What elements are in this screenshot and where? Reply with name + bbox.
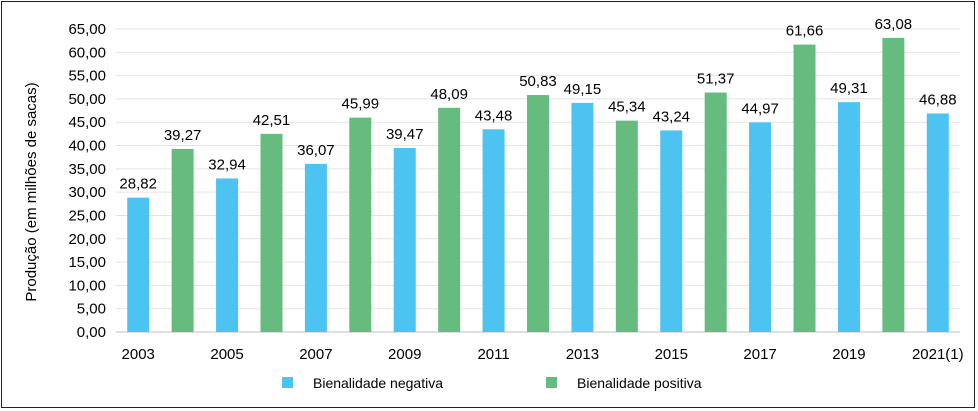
y-tick-label: 65,00	[68, 21, 106, 38]
y-tick-label: 10,00	[68, 277, 106, 294]
data-label: 51,37	[697, 71, 735, 88]
data-label: 46,88	[919, 91, 957, 108]
y-tick-label: 5,00	[77, 301, 106, 318]
bar-2019	[837, 102, 860, 332]
y-tick-label: 30,00	[68, 184, 106, 201]
bar-2016	[704, 92, 727, 332]
bar-2009	[393, 148, 416, 332]
data-label: 42,51	[253, 112, 291, 129]
bar-2017	[749, 122, 772, 333]
x-tick-label: 2005	[210, 346, 243, 363]
y-tick-label: 35,00	[68, 161, 106, 178]
bar-2004	[171, 148, 194, 332]
legend-swatch-positiva	[546, 377, 557, 388]
y-tick-label: 60,00	[68, 44, 106, 61]
y-tick-label: 50,00	[68, 91, 106, 108]
data-label: 50,83	[519, 73, 557, 90]
x-tick-label: 2015	[655, 346, 688, 363]
bars	[127, 37, 949, 333]
y-tick-label: 0,00	[77, 324, 106, 341]
x-tick-label: 2013	[566, 346, 599, 363]
bar-2021(1)	[926, 113, 949, 333]
y-tick-label: 45,00	[68, 114, 106, 131]
y-tick-label: 20,00	[68, 231, 106, 248]
legend-swatch-negativa	[282, 377, 293, 388]
x-tick-label: 2011	[477, 346, 509, 363]
y-tick-label: 15,00	[68, 254, 106, 271]
legend: Bienalidade negativa Bienalidade positiv…	[282, 375, 702, 391]
data-label: 32,94	[208, 156, 246, 173]
bar-2003	[127, 197, 150, 332]
bar-2012	[527, 95, 549, 332]
x-tick-label: 2007	[299, 346, 332, 363]
data-label: 48,09	[430, 86, 468, 103]
x-axis-ticks: 2003 2005 2007 2009 2011 2013 2015 2017 2019 2021…	[122, 346, 964, 363]
y-tick-label: 55,00	[68, 68, 106, 85]
bar-2013	[571, 102, 594, 333]
data-label: 36,07	[297, 142, 335, 159]
x-tick-label: 2009	[388, 346, 421, 363]
y-tick-label: 25,00	[68, 207, 106, 224]
bar-2018	[793, 44, 816, 332]
bar-2020	[882, 37, 905, 332]
bar-2014	[615, 120, 638, 332]
bar-2011	[482, 129, 505, 332]
x-tick-label: 2019	[832, 346, 865, 363]
bar-2006	[260, 133, 283, 332]
data-label: 44,97	[741, 100, 779, 117]
legend-label-negativa: Bienalidade negativa	[313, 375, 443, 391]
bar-2007	[304, 163, 327, 332]
y-axis-ticks: 0,00 5,00 10,00 15,00 20,00 25,00 30,00 35,00 40…	[68, 21, 106, 341]
y-axis-label: Produção (em milhões de sacas)	[23, 82, 40, 301]
data-label: 43,48	[475, 107, 513, 124]
bar-2005	[216, 178, 239, 332]
legend-label-positiva: Bienalidade positiva	[577, 375, 702, 391]
bar-2015	[660, 130, 683, 332]
x-tick-label: 2021(1)	[912, 346, 964, 363]
bar-2008	[349, 117, 372, 332]
data-label: 45,99	[342, 96, 380, 113]
data-label: 45,34	[608, 99, 646, 116]
data-label: 39,47	[386, 126, 424, 143]
x-tick-label: 2017	[743, 346, 776, 363]
data-label: 43,24	[652, 108, 690, 125]
data-label: 61,66	[786, 23, 824, 40]
x-tick-label: 2003	[122, 346, 155, 363]
data-labels: 28,82 39,27 32,94 42,51 36,07 45,99 39,47 48,09…	[119, 16, 956, 193]
data-label: 49,15	[564, 81, 602, 98]
y-tick-label: 40,00	[68, 138, 106, 155]
data-label: 28,82	[119, 176, 157, 193]
data-label: 49,31	[830, 80, 868, 97]
data-label: 39,27	[164, 127, 202, 144]
data-label: 63,08	[875, 16, 913, 33]
bar-2010	[438, 107, 461, 332]
